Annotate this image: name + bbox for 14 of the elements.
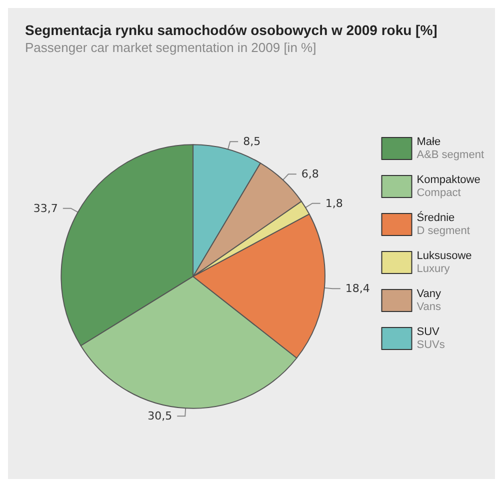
data-label: 30,5	[148, 410, 172, 423]
data-label: 33,7	[33, 202, 58, 215]
data-label: 8,5	[243, 135, 261, 148]
legend-label: Średnie D segment	[416, 211, 470, 237]
legend-label: SUV SUVs	[416, 326, 446, 351]
data-label: 1,8	[325, 196, 343, 210]
legend-label: Vany Vans	[416, 288, 442, 313]
data-label: 18,4	[345, 282, 370, 296]
legend-label: Luksusowe Luxury	[416, 250, 472, 275]
chart-subtitle: Passenger car market segmentation in 2009 [in %]	[25, 40, 316, 55]
legend-label: Małe A&B segment	[416, 136, 484, 161]
data-label: 6,8	[301, 168, 319, 181]
legend-label: Kompaktowe Compact	[416, 174, 480, 199]
chart-title: Segmentacja rynku samochodów osobowych w 2009 roku [%]	[25, 22, 438, 38]
